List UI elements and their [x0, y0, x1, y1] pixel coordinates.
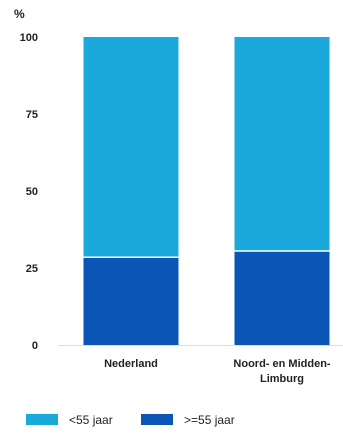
bar-segment	[83, 257, 179, 345]
bar-segment	[234, 37, 330, 252]
bar-segment	[83, 37, 179, 258]
x-tick-label-line: Noord- en Midden-	[233, 358, 330, 370]
y-axis-unit-label: %	[14, 7, 25, 21]
legend-swatch	[26, 414, 58, 425]
y-axis-ticks: 0 25 50 75 100	[20, 32, 38, 352]
x-tick-label-line: Nederland	[104, 358, 158, 370]
bar-segment	[234, 251, 330, 345]
legend-label: <55 jaar	[69, 413, 113, 427]
x-tick-label: Noord- en Midden- Limburg	[233, 358, 330, 385]
y-tick-label: 25	[26, 263, 38, 275]
x-tick-label: Nederland	[104, 358, 158, 370]
x-axis-labels: Nederland Noord- en Midden- Limburg	[104, 358, 331, 385]
legend-label: >=55 jaar	[184, 413, 235, 427]
legend: <55 jaar >=55 jaar	[26, 413, 235, 427]
legend-swatch	[141, 414, 173, 425]
y-tick-label: 100	[20, 32, 38, 44]
y-tick-label: 75	[26, 109, 38, 121]
y-tick-label: 0	[32, 340, 38, 352]
y-tick-label: 50	[26, 186, 38, 198]
x-tick-label-line: Limburg	[260, 373, 304, 385]
bars-group	[83, 37, 330, 345]
